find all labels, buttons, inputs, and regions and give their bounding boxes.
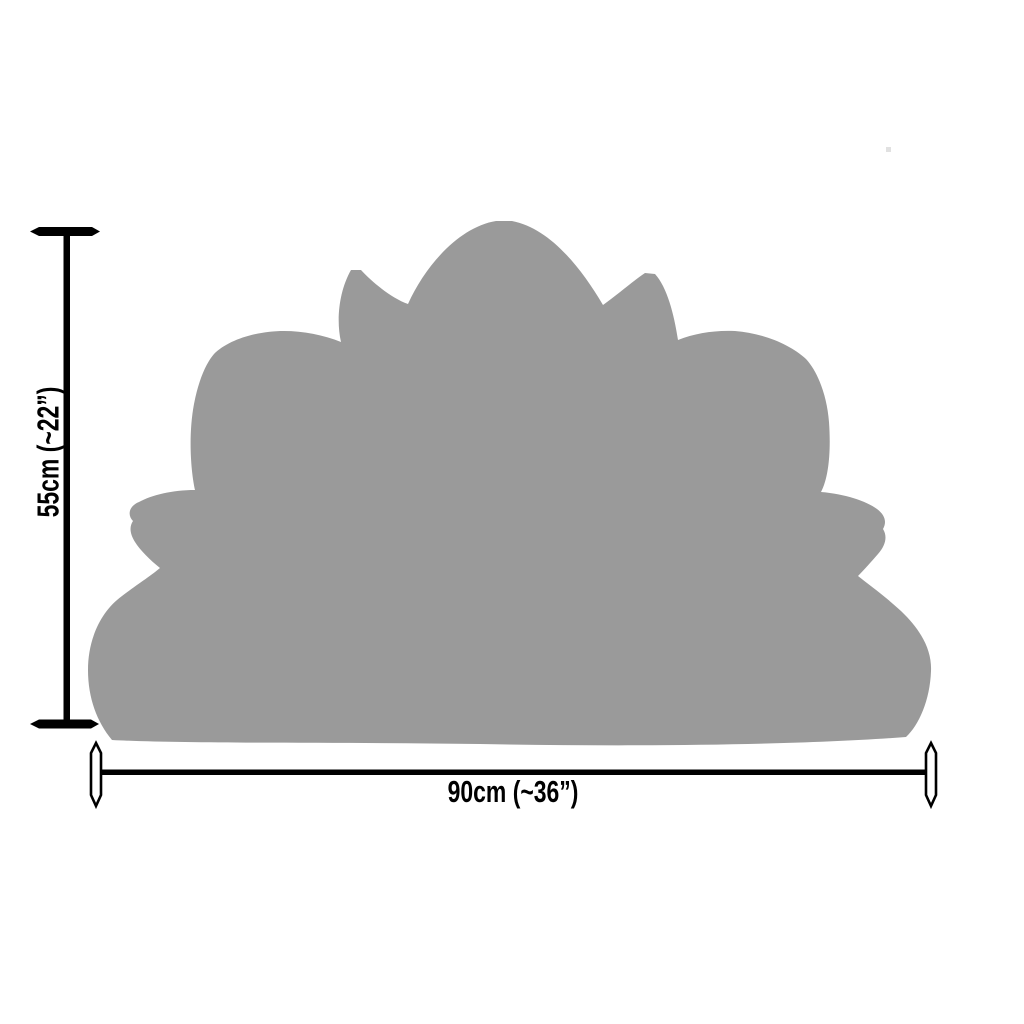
height-dimension-line [30,227,100,729]
height-dimension-cap-bottom [30,719,99,729]
width-dimension-line [89,740,938,810]
width-dimension-cap-right [924,740,938,810]
width-dimension-stem [101,769,926,775]
artifact-speck [886,147,891,152]
height-dimension-label: 55cm (~22”) [30,386,66,518]
height-dimension-cap-top [30,227,100,236]
width-dimension-cap-left [89,740,103,810]
height-dimension-stem [63,231,70,723]
width-dimension-label: 90cm (~36”) [447,774,579,809]
lotus-silhouette [88,221,932,746]
